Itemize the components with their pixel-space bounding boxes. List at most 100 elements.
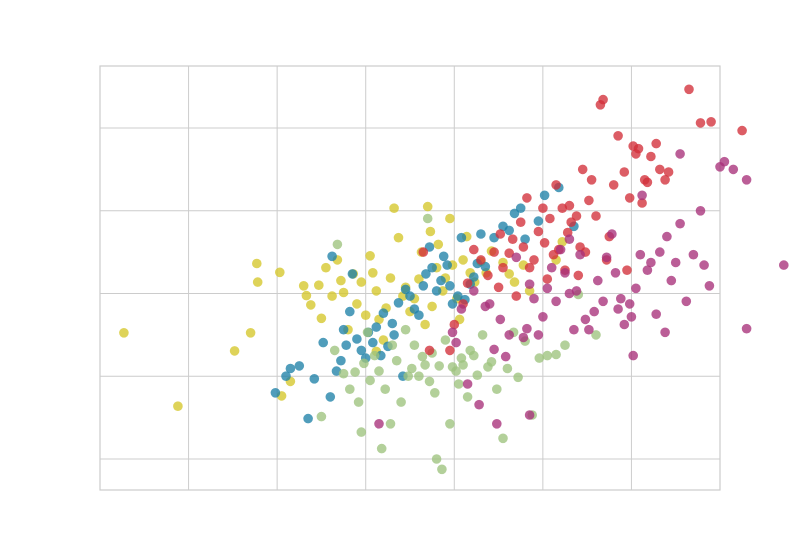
scatter-point (389, 330, 399, 340)
scatter-point (492, 419, 502, 429)
scatter-point (389, 203, 399, 213)
scatter-point (684, 84, 694, 95)
scatter-point (542, 283, 553, 294)
scatter-point (610, 268, 621, 278)
scatter-point (551, 180, 561, 190)
scatter-point (352, 299, 362, 309)
scatter-point (407, 363, 417, 374)
scatter-point (442, 260, 453, 270)
scatter-point (303, 413, 313, 424)
scatter-point (396, 397, 406, 407)
scatter-point (520, 234, 530, 244)
scatter-point (445, 213, 455, 224)
scatter-point (646, 257, 656, 268)
scatter-point (675, 149, 685, 159)
scatter-point (502, 363, 513, 374)
scatter-point (433, 239, 444, 250)
scatter-point (469, 286, 479, 296)
scatter-point (417, 351, 428, 362)
scatter-point (500, 351, 511, 362)
scatter-point (598, 94, 608, 105)
scatter-point (546, 262, 557, 273)
scatter-point (613, 304, 623, 314)
scatter-point (575, 249, 585, 260)
scatter-point (474, 399, 484, 410)
scatter-point (542, 274, 553, 284)
scatter-point (414, 310, 424, 321)
scatter-point (173, 401, 183, 412)
scatter-point (385, 419, 396, 429)
scatter-point (252, 277, 263, 287)
scatter-point (584, 195, 594, 206)
scatter-point (542, 350, 553, 361)
data-points (119, 84, 789, 475)
scatter-point (285, 363, 296, 374)
scatter-point (359, 358, 369, 369)
scatter-point (529, 255, 539, 265)
scatter-point (347, 269, 358, 279)
scatter-point (571, 286, 582, 296)
scatter-point (660, 175, 670, 185)
scatter-point (453, 379, 464, 389)
scatter-point (338, 287, 349, 298)
scatter-point (642, 177, 653, 188)
scatter-point (306, 300, 316, 310)
scatter-point (376, 443, 387, 454)
scatter-point (663, 167, 674, 177)
scatter-point (504, 269, 514, 279)
scatter-point (719, 156, 730, 167)
scatter-point (492, 384, 502, 395)
scatter-point (449, 319, 460, 330)
scatter-point (637, 198, 647, 208)
scatter-point (421, 269, 431, 279)
scatter-point (440, 335, 451, 345)
scatter-point (362, 327, 373, 338)
scatter-point (469, 272, 479, 282)
scatter-point (524, 279, 535, 290)
scatter-point (424, 345, 435, 356)
scatter-point (405, 291, 415, 301)
scatter-point (504, 225, 514, 236)
scatter-point (438, 251, 449, 262)
scatter-point (309, 374, 320, 384)
scatter-point (675, 218, 685, 229)
scatter-point (462, 278, 473, 289)
scatter-point (538, 312, 548, 322)
scatter-point (436, 275, 446, 286)
scatter-point (560, 340, 570, 351)
scatter-point (294, 361, 305, 371)
scatter-point (445, 281, 455, 291)
scatter-point (513, 372, 523, 383)
scatter-point (666, 275, 677, 286)
scatter-point (414, 274, 424, 284)
scatter-point (391, 355, 402, 366)
scatter-point (447, 327, 458, 338)
scatter-point (533, 216, 544, 226)
scatter-point (371, 322, 382, 332)
scatter-point (387, 318, 398, 329)
scatter-point (462, 379, 473, 389)
scatter-point (427, 301, 437, 312)
scatter-point (409, 340, 420, 351)
scatter-point (539, 238, 550, 248)
scatter-point (728, 164, 739, 175)
scatter-point (321, 262, 331, 273)
scatter-point (681, 296, 692, 307)
scatter-point (447, 299, 458, 309)
series-5 (374, 149, 789, 429)
scatter-point (356, 345, 367, 356)
scatter-point (660, 327, 670, 338)
scatter-point (476, 229, 486, 239)
scatter-point (445, 345, 455, 356)
scatter-point (704, 281, 715, 291)
scatter-point (529, 293, 539, 304)
scatter-point (493, 282, 504, 293)
scatter-point (472, 370, 483, 381)
scatter-point (495, 314, 506, 325)
scatter-point (737, 125, 747, 136)
scatter-point (699, 260, 709, 270)
scatter-point (524, 410, 535, 420)
scatter-point (356, 427, 367, 437)
scatter-point (580, 314, 591, 325)
